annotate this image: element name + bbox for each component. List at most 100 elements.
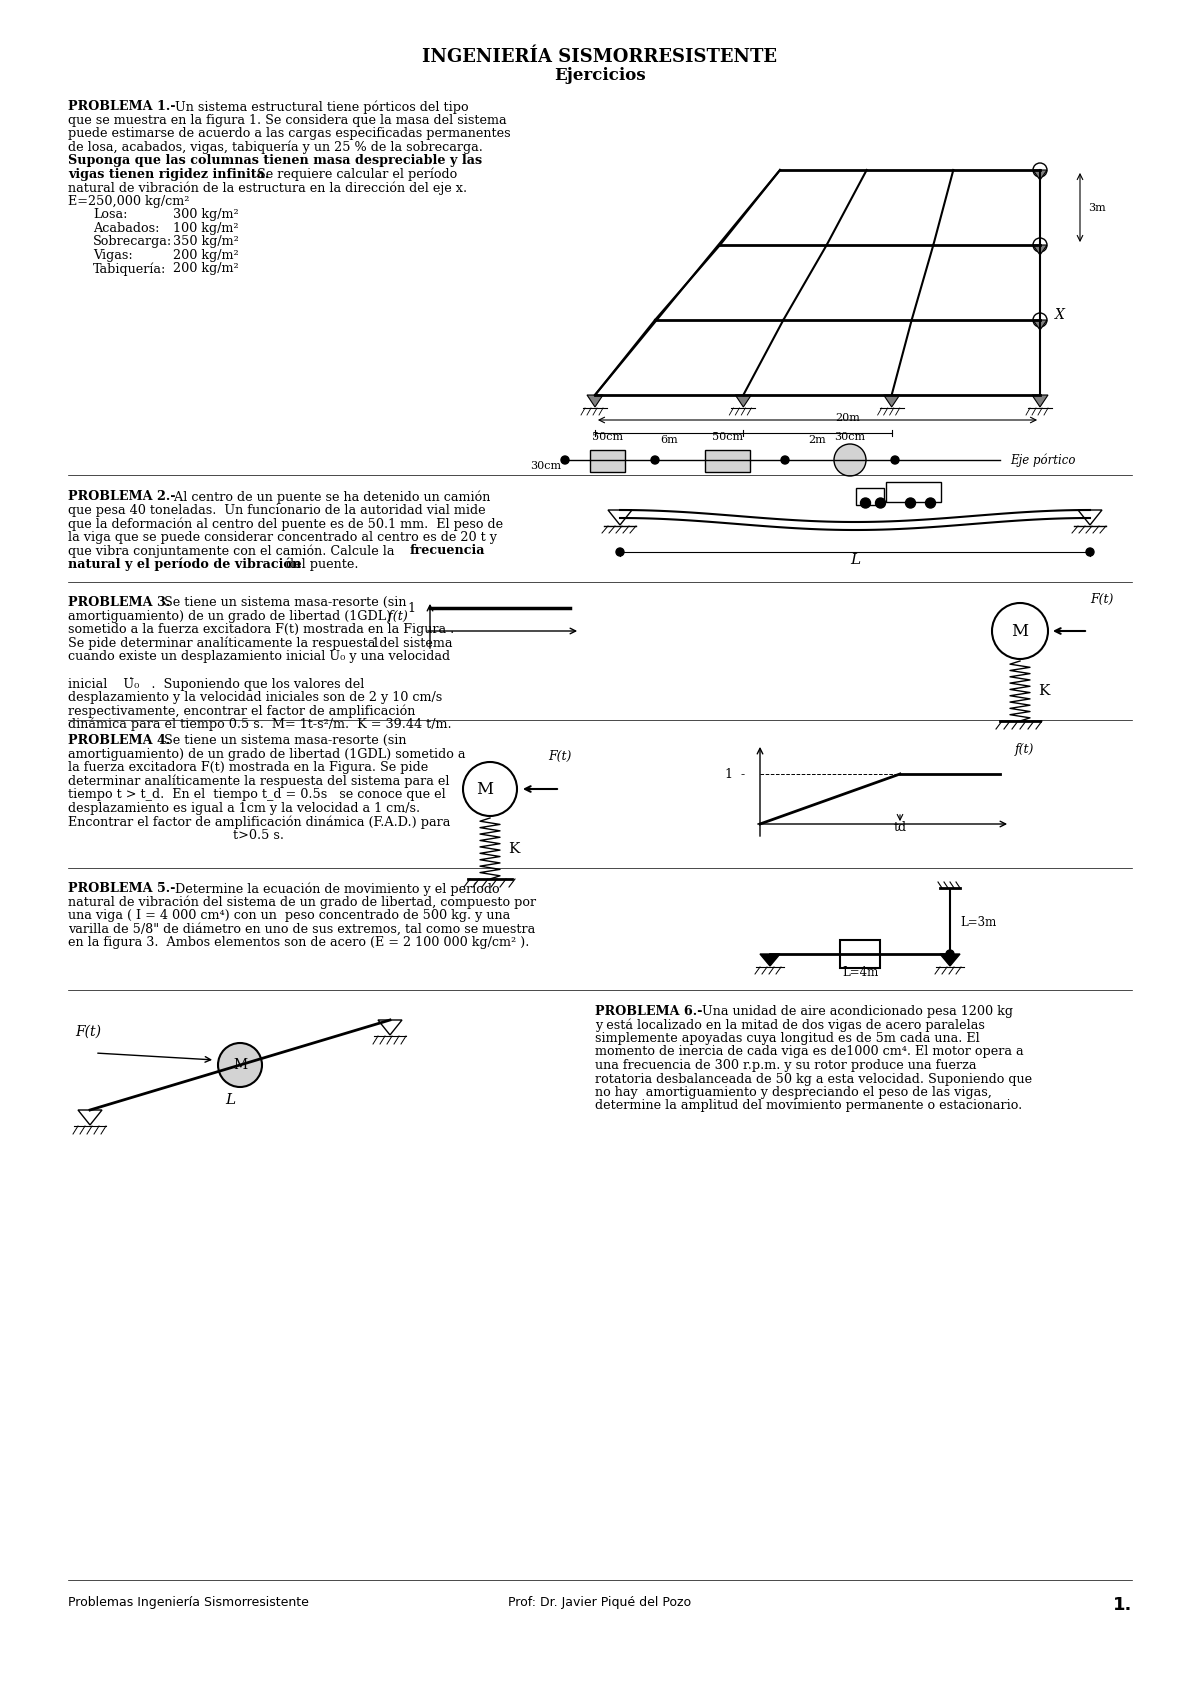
Circle shape	[860, 498, 870, 508]
Circle shape	[1033, 238, 1046, 251]
Polygon shape	[736, 396, 751, 408]
Text: que vibra conjuntamente con el camión. Calcule la: que vibra conjuntamente con el camión. C…	[68, 543, 398, 557]
Text: M: M	[1012, 623, 1028, 640]
Text: Eje pórtico: Eje pórtico	[1010, 453, 1075, 467]
Text: PROBLEMA 2.-: PROBLEMA 2.-	[68, 491, 175, 503]
Text: E=250,000 kg/cm²: E=250,000 kg/cm²	[68, 195, 190, 207]
Text: td: td	[894, 822, 906, 834]
Text: Problemas Ingeniería Sismorresistente: Problemas Ingeniería Sismorresistente	[68, 1596, 308, 1610]
Bar	[886, 482, 941, 503]
Polygon shape	[1078, 509, 1102, 525]
Text: 50cm: 50cm	[593, 431, 624, 441]
Circle shape	[1086, 548, 1094, 555]
Text: vigas tienen rigidez infinita.: vigas tienen rigidez infinita.	[68, 168, 269, 180]
Circle shape	[1033, 312, 1046, 328]
Text: 20m: 20m	[835, 413, 860, 423]
Text: PROBLEMA 1.-: PROBLEMA 1.-	[68, 100, 175, 114]
Text: 3m: 3m	[1088, 202, 1105, 212]
Polygon shape	[78, 1110, 102, 1126]
Text: 30cm: 30cm	[834, 431, 865, 441]
Circle shape	[834, 443, 866, 475]
Text: simplemente apoyadas cuya longitud es de 5m cada una. El: simplemente apoyadas cuya longitud es de…	[595, 1032, 979, 1044]
Text: 200 kg/m²: 200 kg/m²	[173, 248, 239, 261]
Text: que la deformación al centro del puente es de 50.1 mm.  El peso de: que la deformación al centro del puente …	[68, 516, 503, 530]
Text: 6m: 6m	[660, 435, 678, 445]
Text: desplazamiento es igual a 1cm y la velocidad a 1 cm/s.: desplazamiento es igual a 1cm y la veloc…	[68, 801, 420, 815]
Text: no hay  amortiguamiento y despreciando el peso de las vigas,: no hay amortiguamiento y despreciando el…	[595, 1087, 992, 1099]
Polygon shape	[760, 954, 780, 966]
Text: 1: 1	[407, 601, 415, 615]
Text: natural de vibración de la estructura en la dirección del eje x.: natural de vibración de la estructura en…	[68, 182, 467, 195]
Text: t>0.5 s.: t>0.5 s.	[233, 829, 284, 842]
Polygon shape	[883, 396, 900, 408]
Circle shape	[992, 603, 1048, 659]
Text: rotatoria desbalanceada de 50 kg a esta velocidad. Suponiendo que: rotatoria desbalanceada de 50 kg a esta …	[595, 1073, 1032, 1085]
Polygon shape	[587, 396, 604, 408]
Text: momento de inercia de cada viga es de1000 cm⁴. El motor opera a: momento de inercia de cada viga es de100…	[595, 1046, 1024, 1058]
Text: 1: 1	[368, 637, 380, 650]
Text: sometido a la fuerza excitadora F(t) mostrada en la Figura .: sometido a la fuerza excitadora F(t) mos…	[68, 623, 455, 637]
Text: dinámica para el tiempo 0.5 s.  M= 1t-s²/m.  K = 39.44 t/m.: dinámica para el tiempo 0.5 s. M= 1t-s²/…	[68, 718, 451, 732]
Text: Una unidad de aire acondicionado pesa 1200 kg: Una unidad de aire acondicionado pesa 12…	[698, 1005, 1013, 1019]
Text: 1.: 1.	[1112, 1596, 1132, 1615]
Polygon shape	[1032, 396, 1048, 408]
Text: L: L	[224, 1094, 235, 1107]
Text: determine la amplitud del movimiento permanente o estacionario.: determine la amplitud del movimiento per…	[595, 1100, 1022, 1112]
Text: respectivamente, encontrar el factor de amplificación: respectivamente, encontrar el factor de …	[68, 705, 415, 718]
Text: tiempo t > t_d.  En el  tiempo t_d = 0.5s   se conoce que el: tiempo t > t_d. En el tiempo t_d = 0.5s …	[68, 788, 445, 801]
Text: natural y el período de vibración: natural y el período de vibración	[68, 557, 301, 571]
Text: Losa:: Losa:	[94, 207, 127, 221]
Text: Sobrecarga:: Sobrecarga:	[94, 234, 173, 248]
Circle shape	[906, 498, 916, 508]
Text: 1  -: 1 -	[725, 767, 745, 781]
Text: 350 kg/m²: 350 kg/m²	[173, 234, 239, 248]
Text: que se muestra en la figura 1. Se considera que la masa del sistema: que se muestra en la figura 1. Se consid…	[68, 114, 506, 126]
Bar	[590, 450, 625, 472]
Text: 30cm: 30cm	[530, 460, 562, 470]
Circle shape	[890, 457, 899, 464]
Text: PROBLEMA 4.: PROBLEMA 4.	[68, 734, 170, 747]
Text: L: L	[850, 554, 860, 567]
Polygon shape	[378, 1020, 402, 1036]
Polygon shape	[1033, 245, 1046, 255]
Text: varilla de 5/8" de diámetro en uno de sus extremos, tal como se muestra: varilla de 5/8" de diámetro en uno de su…	[68, 922, 535, 936]
Polygon shape	[940, 954, 960, 966]
Text: de losa, acabados, vigas, tabiquería y un 25 % de la sobrecarga.: de losa, acabados, vigas, tabiquería y u…	[68, 141, 482, 155]
Text: desplazamiento y la velocidad iniciales son de 2 y 10 cm/s: desplazamiento y la velocidad iniciales …	[68, 691, 443, 703]
Circle shape	[925, 498, 936, 508]
Text: amortiguamiento) de un grado de libertad (1GDL) sometido a: amortiguamiento) de un grado de libertad…	[68, 747, 466, 761]
Text: cuando existe un desplazamiento inicial U₀ y una velocidad: cuando existe un desplazamiento inicial …	[68, 650, 450, 662]
Bar	[840, 941, 880, 968]
Bar	[856, 487, 883, 504]
Text: INGENIERÍA SISMORRESISTENTE: INGENIERÍA SISMORRESISTENTE	[422, 48, 778, 66]
Text: Se tiene un sistema masa-resorte (sin: Se tiene un sistema masa-resorte (sin	[160, 734, 407, 747]
Text: PROBLEMA 3.: PROBLEMA 3.	[68, 596, 170, 610]
Text: Ejercicios: Ejercicios	[554, 66, 646, 83]
Text: 300 kg/m²: 300 kg/m²	[173, 207, 239, 221]
Text: inicial    U̇₀   .  Suponiendo que los valores del: inicial U̇₀ . Suponiendo que los valores…	[68, 678, 365, 691]
Polygon shape	[1033, 170, 1046, 180]
Text: que pesa 40 toneladas.  Un funcionario de la autoridad vial mide: que pesa 40 toneladas. Un funcionario de…	[68, 504, 486, 516]
Text: X: X	[1055, 307, 1064, 323]
Text: Suponga que las columnas tienen masa despreciable y las: Suponga que las columnas tienen masa des…	[68, 155, 482, 166]
Circle shape	[562, 457, 569, 464]
Circle shape	[616, 548, 624, 555]
Text: 200 kg/m²: 200 kg/m²	[173, 261, 239, 275]
Text: F(t): F(t)	[548, 749, 571, 762]
Circle shape	[463, 762, 517, 817]
Text: natural de vibración del sistema de un grado de libertad, compuesto por: natural de vibración del sistema de un g…	[68, 895, 536, 908]
Text: Vigas:: Vigas:	[94, 248, 133, 261]
Text: PROBLEMA 5.-: PROBLEMA 5.-	[68, 881, 175, 895]
Bar	[706, 450, 750, 472]
Text: Prof: Dr. Javier Piqué del Pozo: Prof: Dr. Javier Piqué del Pozo	[509, 1596, 691, 1610]
Text: F(t): F(t)	[74, 1026, 101, 1039]
Text: f(t): f(t)	[1015, 742, 1034, 756]
Text: 100 kg/m²: 100 kg/m²	[173, 221, 239, 234]
Text: Tabiquería:: Tabiquería:	[94, 261, 167, 275]
Polygon shape	[608, 509, 632, 525]
Text: L=3m: L=3m	[960, 915, 996, 929]
Text: 2m: 2m	[809, 435, 827, 445]
Text: una viga ( I = 4 000 cm⁴) con un  peso concentrado de 500 kg. y una: una viga ( I = 4 000 cm⁴) con un peso co…	[68, 908, 510, 922]
Text: F(t): F(t)	[1090, 593, 1114, 606]
Circle shape	[1033, 163, 1046, 177]
